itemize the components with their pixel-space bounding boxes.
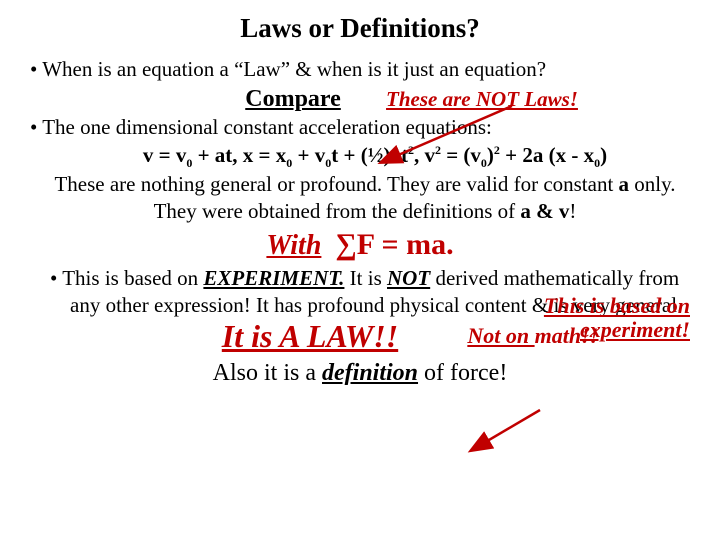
also-definition-line: Also it is a definition of force!: [30, 358, 690, 388]
slide-title: Laws or Definitions?: [30, 12, 690, 46]
with-sum-f-line: With ∑F = ma.: [30, 226, 690, 264]
compare-word: Compare: [245, 86, 341, 112]
it-is-a-law: It is A LAW!!: [222, 316, 398, 356]
bullet-2: The one dimensional constant acceleratio…: [30, 114, 690, 140]
bullet-1: When is an equation a “Law” & when is it…: [30, 56, 690, 82]
paragraph-constant-a: These are nothing general or profound. T…: [30, 171, 690, 224]
based-on-experiment: This is based on experiment!: [500, 294, 690, 342]
not-laws-label: These are NOT Laws!: [386, 87, 578, 111]
equation-line: v = v0 + at, x = x0 + v0t + (½)at2, v2 =…: [30, 142, 690, 171]
compare-line: Compare These are NOT Laws!: [60, 84, 690, 114]
sigma-icon: ∑F = ma.: [335, 228, 453, 261]
